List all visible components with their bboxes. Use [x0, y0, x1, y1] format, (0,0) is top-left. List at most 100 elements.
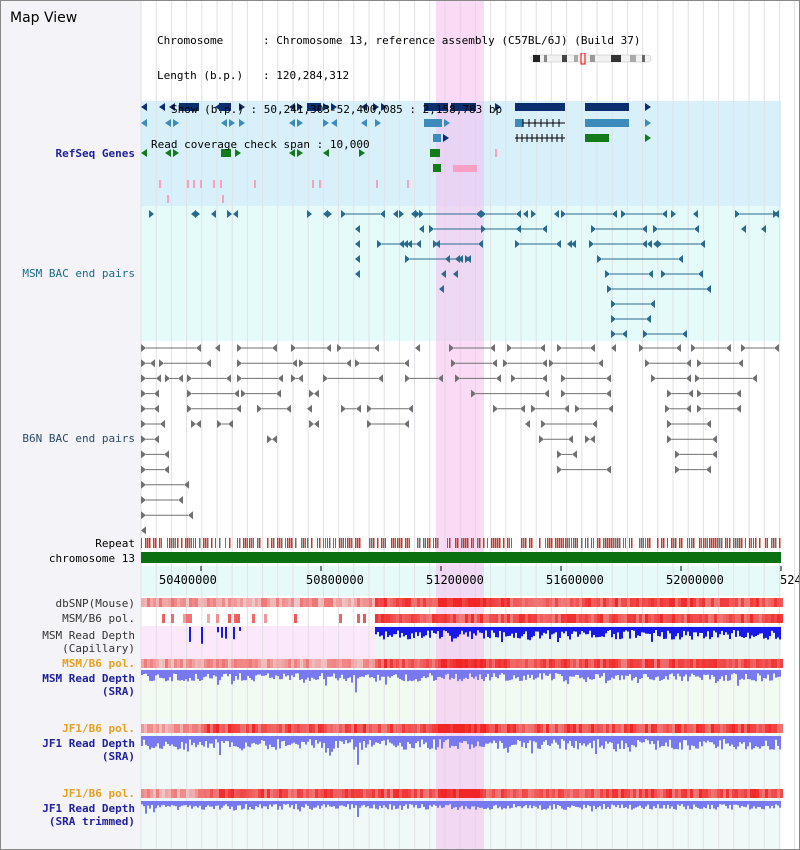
- read-depth-bar: [267, 736, 269, 750]
- read-depth-bar: [555, 801, 557, 809]
- polymorphism-cell: [489, 789, 492, 798]
- read-depth-bar: [635, 801, 637, 808]
- track-label-repeat[interactable]: Repeat: [95, 537, 135, 550]
- read-depth-bar: [479, 801, 481, 808]
- repeat-mark: [507, 538, 509, 548]
- polymorphism-cell: [291, 598, 294, 607]
- track-label-msm-depth-sra-sub: (SRA): [101, 685, 135, 698]
- polymorphism-cell: [297, 724, 300, 733]
- polymorphism-cell: [348, 789, 351, 798]
- gene-tick: [312, 180, 314, 188]
- read-depth-bar: [665, 736, 667, 743]
- track-label-refseq[interactable]: RefSeq Genes: [55, 147, 135, 160]
- gene-tick: [167, 195, 169, 203]
- track-label-msm-depth-cap[interactable]: MSM Read Depth: [42, 629, 135, 642]
- polymorphism-cell: [681, 614, 684, 623]
- polymorphism-cell: [708, 724, 711, 733]
- track-label-msm-b6-pol-1[interactable]: MSM/B6 pol.: [62, 612, 135, 625]
- read-depth-bar: [593, 736, 595, 741]
- track-label-msm-depth-sra[interactable]: MSM Read Depth: [42, 672, 135, 685]
- read-depth-bar: [725, 801, 727, 806]
- gene-arrow: [373, 103, 379, 111]
- repeat-mark: [397, 538, 399, 548]
- read-depth-bar: [437, 801, 439, 808]
- read-depth-bar: [423, 627, 425, 637]
- read-depth-bar: [305, 670, 307, 680]
- polymorphism-cell: [456, 598, 459, 607]
- track-label-jf1-depth[interactable]: JF1 Read Depth: [42, 737, 135, 750]
- read-depth-bar: [505, 627, 507, 637]
- polymorphism-cell: [198, 724, 201, 733]
- polymorphism-cell: [153, 659, 156, 668]
- polymorphism-cell: [711, 724, 714, 733]
- read-depth-bar: [647, 801, 649, 805]
- read-depth-bar: [705, 627, 707, 637]
- polymorphism-cell: [585, 659, 588, 668]
- track-label-jf1-b6-pol-2[interactable]: JF1/B6 pol.: [62, 787, 135, 800]
- repeat-mark: [597, 538, 599, 548]
- polymorphism-cell: [339, 659, 342, 668]
- polymorphism-cell: [513, 598, 516, 607]
- polymorphism-cell: [504, 598, 507, 607]
- read-depth-bar: [457, 736, 459, 749]
- polymorphism-cell: [432, 789, 435, 798]
- track-label-chromosome[interactable]: chromosome 13: [48, 552, 135, 565]
- read-depth-bar: [559, 736, 561, 749]
- polymorphism-cell: [243, 789, 246, 798]
- track-label-jf1-b6-pol-1[interactable]: JF1/B6 pol.: [62, 722, 135, 735]
- track-label-b6n-bac[interactable]: B6N BAC end pairs: [22, 432, 135, 445]
- polymorphism-cell: [669, 724, 672, 733]
- track-label-msm-bac[interactable]: MSM BAC end pairs: [22, 267, 135, 280]
- read-depth-bar: [297, 736, 299, 745]
- read-depth-bar: [423, 801, 425, 807]
- repeat-mark: [289, 538, 291, 548]
- polymorphism-cell: [519, 614, 522, 623]
- polymorphism-cell: [318, 598, 321, 607]
- polymorphism-cell: [396, 789, 399, 798]
- read-depth-bar: [749, 627, 751, 639]
- gene-arrow: [492, 359, 497, 368]
- gene-arrow: [141, 103, 147, 111]
- read-depth-bar: [767, 670, 769, 675]
- gene-arrow: [239, 103, 245, 111]
- read-depth-bar: [691, 670, 693, 674]
- polymorphism-cell: [321, 789, 324, 798]
- read-depth-bar: [265, 801, 267, 807]
- polymorphism-cell: [447, 659, 450, 668]
- read-depth-bar: [171, 736, 173, 745]
- read-depth-bar: [631, 627, 633, 631]
- track-label-msm-b6-pol-2[interactable]: MSM/B6 pol.: [62, 657, 135, 670]
- repeat-mark: [715, 538, 717, 548]
- track-label-dbsnp[interactable]: dbSNP(Mouse): [55, 597, 135, 610]
- read-depth-bar: [563, 736, 565, 741]
- repeat-mark: [511, 538, 512, 548]
- read-depth-bar: [763, 670, 765, 678]
- polymorphism-cell: [333, 598, 336, 607]
- polymorphism-cell: [420, 598, 423, 607]
- gene-arrow: [165, 119, 171, 127]
- read-depth-bar: [545, 801, 547, 810]
- read-depth-bar: [307, 670, 309, 678]
- read-depth-bar: [507, 627, 509, 637]
- chromosome-ideogram[interactable]: [530, 53, 654, 65]
- polymorphism-cell: [174, 789, 177, 798]
- repeat-mark: [303, 538, 305, 548]
- read-depth-bar: [641, 627, 643, 633]
- read-depth-bar: [447, 736, 449, 740]
- polymorphism-cell: [369, 598, 372, 607]
- gene-arrow: [645, 103, 651, 111]
- read-depth-bar: [473, 670, 475, 679]
- read-depth-bar: [573, 627, 575, 632]
- read-depth-bar: [697, 801, 699, 808]
- gene-arrow: [686, 404, 691, 413]
- read-depth-bar: [693, 670, 695, 676]
- read-depth-bar: [757, 627, 759, 635]
- polymorphism-cell: [357, 614, 360, 623]
- track-label-jf1-trim[interactable]: JF1 Read Depth: [42, 802, 135, 815]
- polymorphism-cell: [615, 598, 618, 607]
- polymorphism-cell: [276, 724, 279, 733]
- repeat-mark: [577, 538, 578, 548]
- repeat-mark: [407, 538, 409, 548]
- polymorphism-cell: [312, 598, 315, 607]
